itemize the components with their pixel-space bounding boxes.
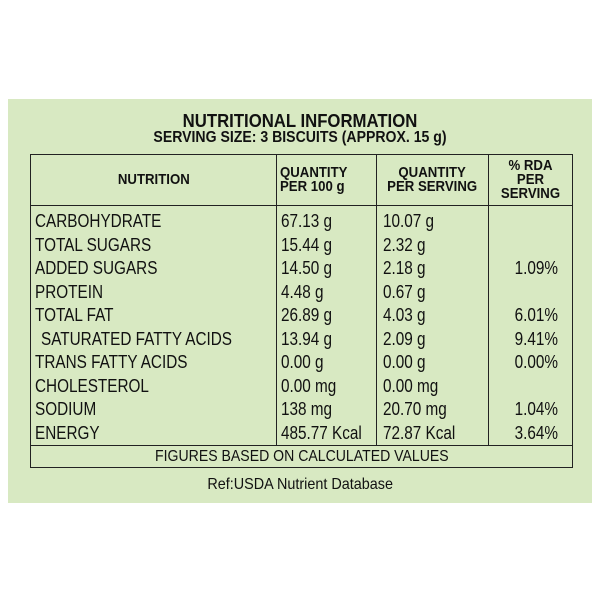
nutrient-name: PROTEIN — [30, 280, 277, 304]
quantity-per-serving: 0.00 mg — [376, 374, 489, 398]
table-row: TOTAL FAT 26.89 g 4.03 g 6.01% — [30, 304, 573, 328]
table-row: PROTEIN 4.48 g 0.67 g — [30, 280, 573, 304]
footnote-row: FIGURES BASED ON CALCULATED VALUES — [30, 445, 573, 468]
table-header-row: NUTRITION QUANTITY PER 100 g QUANTITY PER … — [30, 154, 573, 206]
header-quantity-per-100g: QUANTITY PER 100 g — [276, 154, 377, 206]
nutrition-table: NUTRITION QUANTITY PER 100 g QUANTITY PER … — [30, 154, 573, 468]
table-row: CHOLESTEROL 0.00 mg 0.00 mg — [30, 374, 573, 398]
nutrient-name: CARBOHYDRATE — [30, 205, 277, 234]
quantity-per-serving: 2.09 g — [376, 327, 489, 351]
rda-percent: 3.64% — [488, 421, 573, 446]
quantity-per-serving: 0.67 g — [376, 280, 489, 304]
nutrient-name: SATURATED FATTY ACIDS — [30, 327, 277, 351]
header-nutrition: NUTRITION — [30, 154, 277, 206]
footnote: FIGURES BASED ON CALCULATED VALUES — [30, 445, 573, 468]
quantity-per-serving: 10.07 g — [376, 205, 489, 234]
quantity-per-100g: 67.13 g — [276, 205, 377, 234]
table-row: TOTAL SUGARS 15.44 g 2.32 g — [30, 233, 573, 257]
rda-percent: 6.01% — [488, 304, 573, 328]
header-quantity-per-serving: QUANTITY PER SERVING — [376, 154, 489, 206]
quantity-per-serving: 0.00 g — [376, 351, 489, 375]
table-row: SODIUM 138 mg 20.70 mg 1.04% — [30, 398, 573, 422]
reference-note: Ref:USDA Nutrient Database — [207, 476, 393, 493]
header-rda-per-serving: % RDA PER SERVING — [488, 154, 573, 206]
nutrient-name: TRANS FATTY ACIDS — [30, 351, 277, 375]
table-row: ADDED SUGARS 14.50 g 2.18 g 1.09% — [30, 257, 573, 281]
rda-percent: 1.04% — [488, 398, 573, 422]
rda-percent: 0.00% — [488, 351, 573, 375]
quantity-per-serving: 2.32 g — [376, 233, 489, 257]
quantity-per-serving: 4.03 g — [376, 304, 489, 328]
quantity-per-100g: 4.48 g — [276, 280, 377, 304]
rda-percent — [488, 280, 573, 304]
nutrient-name: CHOLESTEROL — [30, 374, 277, 398]
quantity-per-serving: 20.70 mg — [376, 398, 489, 422]
rda-percent — [488, 374, 573, 398]
nutrient-name: ENERGY — [30, 421, 277, 446]
quantity-per-100g: 26.89 g — [276, 304, 377, 328]
quantity-per-100g: 485.77 Kcal — [276, 421, 377, 446]
rda-percent — [488, 205, 573, 234]
quantity-per-serving: 72.87 Kcal — [376, 421, 489, 446]
quantity-per-100g: 0.00 mg — [276, 374, 377, 398]
quantity-per-100g: 0.00 g — [276, 351, 377, 375]
quantity-per-100g: 15.44 g — [276, 233, 377, 257]
nutrient-name: TOTAL FAT — [30, 304, 277, 328]
serving-size: SERVING SIZE: 3 BISCUITS (APPROX. 15 g) — [153, 129, 447, 146]
panel-title: NUTRITIONAL INFORMATION — [182, 111, 418, 131]
quantity-per-100g: 138 mg — [276, 398, 377, 422]
rda-percent: 9.41% — [488, 327, 573, 351]
rda-percent — [488, 233, 573, 257]
quantity-per-serving: 2.18 g — [376, 257, 489, 281]
table-row: CARBOHYDRATE 67.13 g 10.07 g — [30, 205, 573, 234]
table-row: ENERGY 485.77 Kcal 72.87 Kcal 3.64% — [30, 421, 573, 446]
table-row: SATURATED FATTY ACIDS 13.94 g 2.09 g 9.41% — [30, 327, 573, 351]
rda-percent: 1.09% — [488, 257, 573, 281]
nutrition-panel: NUTRITIONAL INFORMATION SERVING SIZE: 3 … — [8, 99, 592, 503]
quantity-per-100g: 14.50 g — [276, 257, 377, 281]
quantity-per-100g: 13.94 g — [276, 327, 377, 351]
nutrient-name: SODIUM — [30, 398, 277, 422]
nutrient-name: ADDED SUGARS — [30, 257, 277, 281]
table-row: TRANS FATTY ACIDS 0.00 g 0.00 g 0.00% — [30, 351, 573, 375]
nutrient-name: TOTAL SUGARS — [30, 233, 277, 257]
